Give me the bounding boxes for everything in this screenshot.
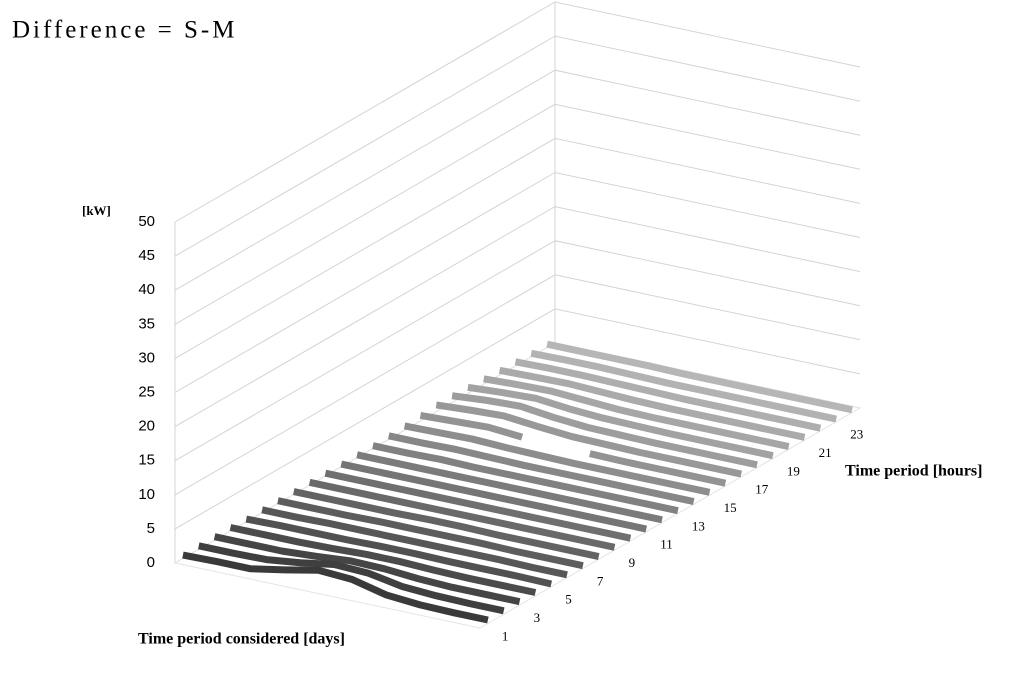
x-tick-label: 9 bbox=[629, 555, 636, 570]
surface-strip bbox=[419, 412, 524, 441]
x-axis-label: Time period [hours] bbox=[845, 463, 982, 480]
x-tick-label: 11 bbox=[660, 537, 673, 552]
x-tick-label: 13 bbox=[692, 518, 705, 533]
surface-strip bbox=[546, 340, 853, 414]
surface-strip bbox=[356, 451, 663, 524]
grid-line bbox=[174, 1, 861, 223]
surface-strip bbox=[324, 469, 632, 542]
x-tick-label: 3 bbox=[534, 610, 541, 625]
y-tick-label: 30 bbox=[138, 349, 155, 366]
y-tick-label: 45 bbox=[138, 247, 155, 264]
surface-strip bbox=[245, 515, 553, 588]
x-tick-label: 5 bbox=[565, 592, 572, 607]
x-tick-label: 23 bbox=[850, 427, 863, 442]
surface-strip bbox=[340, 460, 647, 533]
surface-strip bbox=[514, 358, 822, 432]
x-tick-label: 1 bbox=[502, 628, 509, 643]
surface-strip bbox=[308, 478, 616, 551]
y-tick-label: 40 bbox=[138, 281, 155, 298]
grid-line bbox=[174, 103, 861, 325]
surface-strip bbox=[403, 422, 711, 496]
surface-strip bbox=[372, 442, 679, 515]
y-tick-label: 25 bbox=[138, 383, 155, 400]
y-tick-label: 15 bbox=[138, 452, 155, 469]
surface-strip bbox=[213, 533, 521, 606]
y-tick-label: 10 bbox=[138, 486, 155, 503]
surface-strip bbox=[388, 432, 695, 505]
grid-line bbox=[174, 35, 861, 257]
surface-strip bbox=[293, 488, 600, 560]
surface-strip bbox=[498, 366, 806, 441]
x-tick-label: 19 bbox=[787, 463, 800, 478]
surface-strip bbox=[261, 506, 568, 579]
y-tick-label: 5 bbox=[147, 520, 155, 537]
surface-strip bbox=[451, 392, 758, 469]
surface-strip bbox=[589, 450, 727, 487]
x-tick-label: 7 bbox=[597, 573, 604, 588]
x-tick-label: 21 bbox=[819, 445, 832, 460]
chart-title: Difference = S-M bbox=[12, 17, 237, 44]
surface-strip bbox=[467, 383, 774, 460]
y-tick-label: 0 bbox=[147, 554, 155, 571]
y-axis-label: [kW] bbox=[82, 203, 111, 218]
surface-strip bbox=[198, 542, 505, 615]
surface-strip bbox=[229, 524, 537, 596]
x-tick-label: 15 bbox=[724, 500, 737, 515]
surface-strip bbox=[435, 401, 742, 478]
grid-line bbox=[174, 69, 861, 291]
surface-strip bbox=[277, 497, 584, 570]
x-tick-label: 17 bbox=[755, 482, 769, 497]
z-axis-label: Time period considered [days] bbox=[138, 631, 345, 648]
y-tick-label: 50 bbox=[138, 213, 155, 230]
surface-strip bbox=[530, 349, 837, 423]
y-tick-label: 20 bbox=[138, 418, 155, 435]
surface-strip bbox=[182, 551, 489, 624]
grid-line bbox=[174, 137, 861, 359]
y-tick-label: 35 bbox=[138, 315, 155, 332]
surface-strip bbox=[483, 375, 790, 450]
